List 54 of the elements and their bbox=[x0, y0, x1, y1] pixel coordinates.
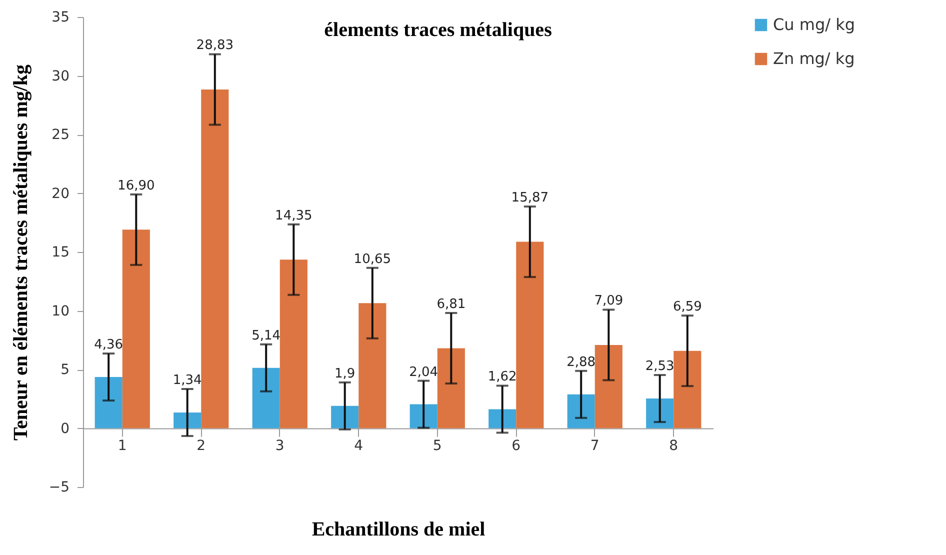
y-tick-label: 15 bbox=[52, 244, 70, 260]
data-label: 10,65 bbox=[354, 252, 392, 267]
y-tick-label: 5 bbox=[60, 362, 70, 378]
data-label: 6,81 bbox=[436, 296, 466, 312]
data-label: 16,90 bbox=[118, 178, 155, 194]
data-label: 2,88 bbox=[566, 354, 596, 370]
x-tick-label: 4 bbox=[354, 438, 364, 454]
y-tick-label: −5 bbox=[48, 480, 70, 496]
x-tick-label: 3 bbox=[275, 438, 284, 454]
data-label: 7,09 bbox=[594, 294, 624, 309]
y-axis-title: Teneur en éléments traces métaliques mg/kg bbox=[10, 64, 32, 441]
chart-title: élements traces métaliques bbox=[324, 19, 552, 41]
y-tick-label: 0 bbox=[60, 420, 70, 437]
y-tick-label: 10 bbox=[52, 303, 70, 320]
data-label: 14,35 bbox=[275, 208, 312, 224]
x-tick-label: 1 bbox=[118, 438, 127, 454]
bar bbox=[174, 412, 202, 428]
bar bbox=[488, 409, 516, 428]
data-label: 1,62 bbox=[488, 370, 517, 385]
x-axis-title: Echantillons de miel bbox=[312, 518, 486, 540]
data-label: 1,34 bbox=[172, 373, 202, 388]
x-tick-label: 6 bbox=[512, 438, 521, 454]
bar bbox=[410, 404, 438, 428]
x-tick-label: 2 bbox=[196, 438, 206, 454]
legend-label: Cu mg/ kg bbox=[773, 15, 856, 34]
y-tick-label: 25 bbox=[52, 127, 70, 143]
data-label: 2,04 bbox=[409, 364, 438, 380]
x-tick-label: 7 bbox=[590, 438, 600, 454]
bar bbox=[94, 377, 122, 428]
bar bbox=[358, 303, 386, 428]
bar bbox=[331, 406, 359, 428]
data-label: 28,83 bbox=[196, 38, 234, 54]
x-tick-label: 8 bbox=[669, 438, 678, 454]
y-tick-label: 20 bbox=[52, 186, 70, 202]
bar bbox=[122, 230, 150, 428]
x-tick-label: 5 bbox=[432, 438, 442, 454]
legend-label: Zn mg/ kg bbox=[773, 49, 855, 68]
data-label: 5,14 bbox=[252, 328, 281, 344]
y-tick-label: 30 bbox=[52, 68, 70, 84]
data-label: 1,9 bbox=[334, 366, 356, 382]
bar bbox=[674, 350, 702, 428]
data-label: 2,53 bbox=[645, 359, 674, 374]
bar bbox=[567, 394, 595, 428]
data-label: 4,36 bbox=[94, 338, 124, 353]
data-label: 6,59 bbox=[672, 300, 702, 315]
y-tick-label: 35 bbox=[52, 10, 70, 26]
bar bbox=[201, 90, 229, 428]
bar bbox=[646, 398, 674, 428]
bar bbox=[516, 242, 544, 428]
bar bbox=[252, 368, 280, 428]
bar bbox=[594, 344, 622, 428]
bar bbox=[280, 260, 308, 428]
data-label: 15,87 bbox=[511, 190, 549, 206]
bar bbox=[437, 348, 465, 428]
